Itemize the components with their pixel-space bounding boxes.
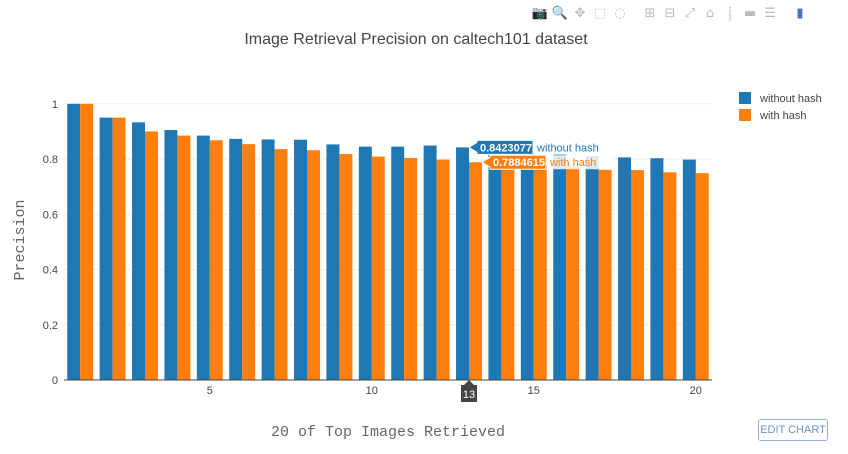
- edit-chart-button[interactable]: EDIT CHART: [758, 419, 828, 441]
- hover-label-box: [481, 154, 547, 170]
- bar-without-hash[interactable]: [650, 158, 664, 380]
- bar-with-hash[interactable]: [307, 150, 320, 380]
- bar-without-hash[interactable]: [618, 157, 631, 380]
- bar-with-hash[interactable]: [566, 165, 580, 380]
- bar-with-hash[interactable]: [501, 163, 515, 380]
- bar-without-hash[interactable]: [585, 156, 599, 380]
- bar-without-hash[interactable]: [423, 145, 437, 380]
- bar-with-hash[interactable]: [145, 131, 158, 380]
- bar-with-hash[interactable]: [274, 149, 288, 380]
- bar-with-hash[interactable]: [339, 154, 353, 380]
- bar-without-hash[interactable]: [326, 144, 340, 380]
- hover-value: 0.8423077: [480, 142, 532, 154]
- bar-with-hash[interactable]: [436, 159, 450, 380]
- y-tick-label: 0.8: [43, 154, 58, 166]
- box-select-icon[interactable]: ⬚: [593, 5, 607, 21]
- bar-without-hash[interactable]: [261, 139, 275, 380]
- bar-with-hash[interactable]: [598, 169, 612, 380]
- bar-without-hash[interactable]: [456, 147, 469, 380]
- bar-without-hash[interactable]: [520, 152, 534, 380]
- reset-axes-icon[interactable]: ⌂: [705, 5, 715, 21]
- bar-with-hash[interactable]: [631, 170, 644, 380]
- bar-with-hash[interactable]: [80, 103, 94, 381]
- x-tick-label: 15: [528, 385, 540, 397]
- zoom-icon[interactable]: 🔍: [551, 5, 569, 21]
- legend-label[interactable]: without hash: [759, 93, 822, 105]
- hover-value: 0.7884615: [493, 157, 545, 169]
- zoom-in-icon[interactable]: ⊞: [644, 5, 656, 21]
- bar-without-hash[interactable]: [358, 146, 372, 380]
- hover-name-backdrop: [534, 140, 600, 155]
- legend-label[interactable]: with hash: [759, 110, 806, 122]
- x-tick-label: 10: [366, 385, 378, 397]
- y-axis-label: Precision: [12, 199, 29, 280]
- bar-without-hash[interactable]: [682, 159, 696, 380]
- bar-with-hash[interactable]: [404, 157, 418, 380]
- bar-without-hash[interactable]: [196, 135, 210, 380]
- bar-without-hash[interactable]: [99, 117, 113, 380]
- bar-without-hash[interactable]: [132, 122, 145, 381]
- bar-without-hash[interactable]: [553, 154, 567, 380]
- spike-lines-icon[interactable]: ⸽: [728, 7, 732, 22]
- y-tick-label: 0.2: [43, 320, 58, 332]
- y-tick-label: 1: [52, 99, 58, 111]
- bar-with-hash[interactable]: [177, 135, 191, 380]
- legend[interactable]: without hash with hash: [739, 92, 822, 122]
- hover-tooltip: 0.8423077 without hash 0.7884615 with hash 1…: [461, 139, 613, 402]
- hover-series-name: with hash: [549, 157, 596, 169]
- bar-without-hash[interactable]: [391, 146, 405, 380]
- bar-without-hash[interactable]: [67, 103, 81, 381]
- x-tick-label: 5: [207, 385, 213, 397]
- bar-with-hash[interactable]: [112, 117, 126, 380]
- lasso-select-icon[interactable]: ◌: [614, 5, 626, 21]
- hover-label-box: [468, 139, 534, 155]
- bar-with-hash[interactable]: [533, 164, 547, 380]
- y-tick-label: 0: [52, 375, 58, 387]
- hover-x-box: [461, 380, 477, 402]
- bar-with-hash[interactable]: [469, 162, 482, 380]
- hover-closest-icon[interactable]: ▬: [743, 5, 757, 21]
- legend-swatch[interactable]: [739, 92, 751, 104]
- hover-name-backdrop: [546, 155, 613, 170]
- bar-without-hash[interactable]: [229, 138, 243, 380]
- legend-swatch[interactable]: [739, 109, 751, 121]
- camera-icon[interactable]: 📷: [531, 5, 549, 21]
- x-tick-label: 20: [690, 385, 702, 397]
- chart-title: Image Retrieval Precision on caltech101 …: [244, 31, 588, 48]
- y-tick-label: 0.4: [43, 265, 58, 277]
- hover-series-name: without hash: [536, 142, 599, 154]
- bar-with-hash[interactable]: [242, 144, 256, 380]
- bar-without-hash[interactable]: [294, 139, 307, 380]
- zoom-out-icon[interactable]: ⊟: [664, 5, 676, 21]
- bar-with-hash[interactable]: [209, 140, 223, 380]
- bar-with-hash[interactable]: [695, 173, 709, 380]
- autoscale-icon[interactable]: ⤢: [684, 5, 696, 21]
- bar-without-hash[interactable]: [164, 130, 178, 380]
- bar-with-hash[interactable]: [371, 156, 385, 380]
- x-axis-label: 20 of Top Images Retrieved: [271, 424, 505, 441]
- y-tick-label: 0.6: [43, 209, 58, 221]
- hover-compare-icon[interactable]: ☰: [764, 5, 776, 21]
- bar-with-hash[interactable]: [663, 172, 677, 380]
- plotly-logo-icon[interactable]: ▮: [796, 5, 804, 21]
- modebar: 📷 🔍 ✥ ⬚ ◌ ⊞ ⊟ ⤢ ⌂ ⸽ ▬ ☰ ▮: [530, 4, 810, 23]
- hover-x-label: 13: [463, 389, 475, 401]
- bar-without-hash[interactable]: [488, 150, 502, 380]
- pan-icon[interactable]: ✥: [574, 5, 586, 21]
